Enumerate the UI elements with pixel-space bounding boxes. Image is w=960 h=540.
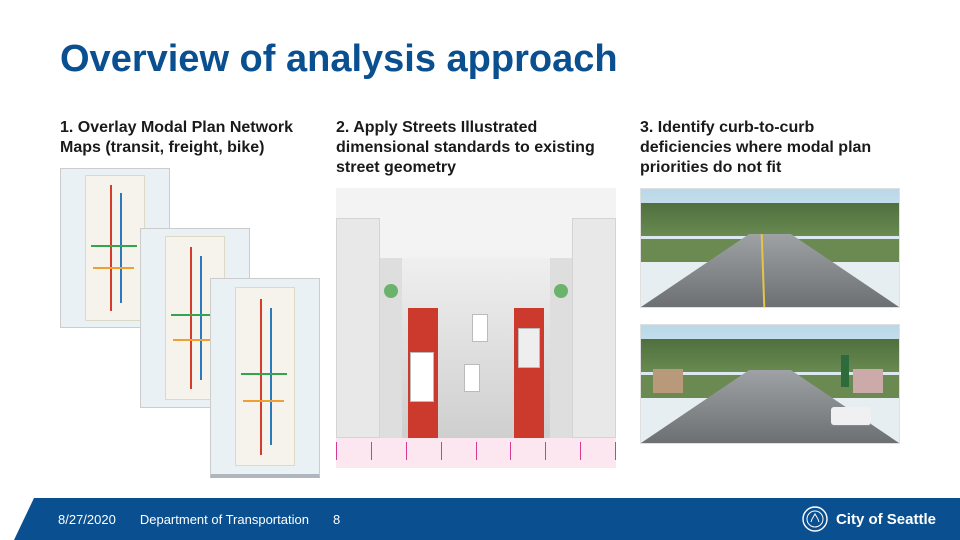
- tree-icon: [554, 284, 568, 298]
- car-icon: [472, 314, 488, 342]
- street-photo-pair: [640, 188, 900, 444]
- tree-icon: [384, 284, 398, 298]
- truck-icon: [518, 328, 540, 368]
- slide-footer: 8/27/2020 Department of Transportation 8…: [0, 498, 960, 540]
- dimension-row: [336, 442, 616, 462]
- column-2-heading: 2. Apply Streets Illustrated dimensional…: [336, 118, 616, 178]
- footer-department: Department of Transportation: [140, 512, 309, 527]
- slide: Overview of analysis approach 1. Overlay…: [0, 0, 960, 540]
- column-1-heading: 1. Overlay Modal Plan Network Maps (tran…: [60, 118, 312, 158]
- street-photo-2: [640, 324, 900, 444]
- city-logo-text: City of Seattle: [836, 511, 936, 528]
- seattle-seal-icon: [802, 506, 828, 532]
- parked-car-icon: [831, 407, 871, 425]
- footer-page-number: 8: [333, 512, 340, 527]
- building-left: [336, 218, 380, 438]
- car-icon: [464, 364, 480, 392]
- footer-date: 8/27/2020: [58, 512, 116, 527]
- columns-row: 1. Overlay Modal Plan Network Maps (tran…: [60, 118, 900, 468]
- modal-plan-maps-graphic: [60, 168, 290, 468]
- column-3: 3. Identify curb-to-curb deficiencies wh…: [640, 118, 900, 468]
- street-photo-1: [640, 188, 900, 308]
- bus-icon: [410, 352, 434, 402]
- slide-title: Overview of analysis approach: [60, 38, 618, 81]
- city-logo: City of Seattle: [802, 506, 936, 532]
- map-overlay-front: [210, 278, 320, 478]
- building-right: [572, 218, 616, 438]
- column-2: 2. Apply Streets Illustrated dimensional…: [336, 118, 616, 468]
- column-3-heading: 3. Identify curb-to-curb deficiencies wh…: [640, 118, 900, 178]
- column-1: 1. Overlay Modal Plan Network Maps (tran…: [60, 118, 312, 468]
- street-cross-section-graphic: [336, 188, 616, 468]
- street-sign-icon: [841, 355, 849, 387]
- footer-bar: 8/27/2020 Department of Transportation 8…: [34, 498, 960, 540]
